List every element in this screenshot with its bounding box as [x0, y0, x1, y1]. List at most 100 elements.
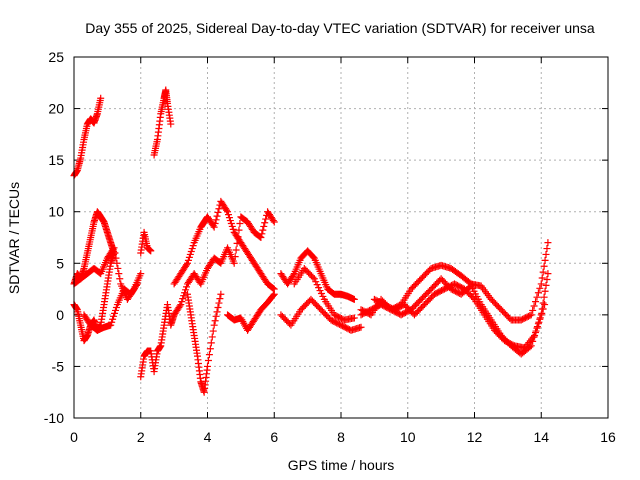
data-point-interp — [532, 327, 540, 335]
data-point-interp — [312, 278, 320, 286]
data-point-interp — [259, 226, 267, 234]
x-tick-label: 14 — [533, 429, 549, 445]
data-point-interp — [113, 259, 121, 267]
data-point-interp — [212, 216, 220, 224]
data-point-interp — [315, 284, 323, 292]
data-point-interp — [206, 345, 214, 353]
data-point-interp — [214, 303, 222, 311]
y-tick-label: 0 — [56, 307, 64, 323]
data-point-interp — [187, 247, 195, 255]
data-point-interp — [223, 206, 231, 214]
data-point — [97, 94, 105, 102]
y-tick-labels: -10 -5 0 5 10 15 20 25 — [44, 49, 64, 426]
data-point — [110, 244, 118, 252]
data-point-interp — [542, 250, 550, 258]
data-point — [177, 301, 185, 309]
data-point — [270, 218, 278, 226]
data-point-interp — [539, 268, 547, 276]
x-tick-label: 16 — [600, 429, 616, 445]
series-s7 — [137, 301, 178, 381]
data-point — [217, 290, 225, 298]
data-point-interp — [110, 312, 118, 320]
data-point-interp — [229, 225, 237, 233]
data-point-interp — [116, 275, 124, 283]
data-point-interp — [536, 314, 544, 322]
x-tick-label: 2 — [137, 429, 145, 445]
data-point-interp — [205, 351, 213, 359]
data-point — [210, 223, 218, 231]
data-point-interp — [232, 246, 240, 254]
data-point-interp — [269, 217, 277, 225]
x-tick-label: 0 — [70, 429, 78, 445]
data-point-interp — [111, 306, 119, 314]
series-s18 — [370, 280, 549, 352]
data-point-interp — [231, 253, 239, 261]
data-point-interp — [258, 230, 266, 238]
y-tick-label: 25 — [48, 49, 64, 65]
x-tick-label: 8 — [337, 429, 345, 445]
data-point-interp — [115, 270, 123, 278]
data-point-interp — [132, 281, 140, 289]
data-point-interp — [526, 312, 534, 320]
series-s8 — [137, 228, 155, 257]
data-point-interp — [226, 217, 234, 225]
data-point-interp — [261, 219, 269, 227]
series-s9 — [170, 197, 278, 293]
data-point — [204, 362, 211, 370]
data-point-interp — [178, 298, 186, 306]
data-point-interp — [236, 220, 244, 228]
data-point-interp — [541, 256, 549, 264]
data-point-interp — [235, 226, 243, 234]
data-point-interp — [538, 274, 546, 282]
series-s2 — [150, 86, 175, 159]
grid-lines — [74, 57, 608, 418]
series-s15 — [290, 264, 358, 324]
data-point-interp — [204, 357, 212, 365]
data-point — [527, 311, 535, 319]
data-point-interp — [532, 298, 540, 306]
data-point — [224, 208, 232, 216]
data-point-interp — [176, 302, 184, 310]
data-point-interp — [213, 308, 221, 316]
data-point-interp — [215, 299, 223, 307]
data-point-interp — [536, 284, 544, 292]
data-point-interp — [214, 208, 222, 216]
data-point-interp — [538, 309, 546, 317]
data-point-interp — [216, 295, 224, 303]
data-point-interp — [541, 287, 549, 295]
data-point-interp — [182, 286, 190, 294]
data-point-interp — [189, 242, 197, 250]
data-point-interp — [209, 327, 217, 335]
data-point-interp — [234, 233, 242, 241]
data-point-interp — [533, 293, 541, 301]
data-point-interp — [233, 239, 241, 247]
data-point-interp — [207, 339, 215, 347]
chart-title: Day 355 of 2025, Sidereal Day-to-day VTE… — [85, 20, 595, 36]
data-point-interp — [112, 254, 120, 262]
y-tick-label: 10 — [48, 204, 64, 220]
data-point-interp — [184, 256, 192, 264]
data-point — [137, 270, 145, 278]
data-point — [357, 323, 365, 331]
data-point-interp — [540, 262, 548, 270]
data-point-interp — [114, 264, 122, 272]
series-s11 — [170, 208, 278, 319]
data-point-interp — [108, 318, 116, 326]
data-point-interp — [180, 292, 188, 300]
x-tick-label: 10 — [400, 429, 416, 445]
y-tick-label: 15 — [48, 152, 64, 168]
data-point-interp — [109, 315, 117, 323]
series-s12 — [224, 290, 278, 334]
data-point — [537, 280, 545, 288]
data-point-interp — [111, 309, 119, 317]
data-point-interp — [183, 283, 191, 291]
data-points — [70, 86, 552, 396]
x-tick-label: 6 — [270, 429, 278, 445]
y-tick-label: 20 — [48, 101, 64, 117]
series-s10 — [183, 290, 225, 396]
series-s14 — [277, 295, 365, 334]
data-point-interp — [535, 318, 543, 326]
data-point-interp — [211, 317, 219, 325]
data-point — [350, 295, 358, 303]
